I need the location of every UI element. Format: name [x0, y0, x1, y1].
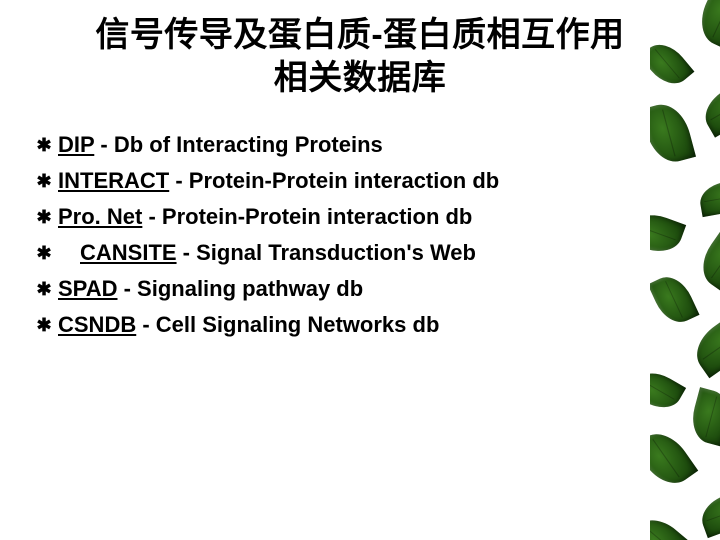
list-item: ✱INTERACT - Protein-Protein interaction … [30, 166, 630, 196]
leaf-icon [650, 207, 686, 259]
db-name: SPAD [58, 276, 118, 301]
bullet-icon: ✱ [30, 310, 58, 340]
bullet-icon: ✱ [30, 274, 58, 304]
bullet-icon: ✱ [30, 166, 58, 196]
title-line-2: 相关数据库 [274, 59, 447, 97]
leaf-icon [696, 489, 720, 538]
bullet-icon: ✱ [30, 202, 58, 232]
leaf-icon [697, 179, 720, 217]
db-desc: - Protein-Protein interaction db [142, 204, 472, 229]
slide-title: 信号传导及蛋白质-蛋白质相互作用 相关数据库 [0, 14, 720, 99]
list-item-text: DIP - Db of Interacting Proteins [58, 130, 630, 160]
list-item-text: INTERACT - Protein-Protein interaction d… [58, 166, 630, 196]
db-name: INTERACT [58, 168, 169, 193]
db-name: Pro. Net [58, 204, 142, 229]
list-item: ✱Pro. Net - Protein-Protein interaction … [30, 202, 630, 232]
leaf-icon [687, 387, 720, 447]
list-item: ✱DIP - Db of Interacting Proteins [30, 130, 630, 160]
list-item: ✱CANSITE - Signal Transduction's Web [30, 238, 630, 268]
list-item: ✱SPAD - Signaling pathway db [30, 274, 630, 304]
db-desc: - Protein-Protein interaction db [169, 168, 499, 193]
list-item-text: SPAD - Signaling pathway db [58, 274, 630, 304]
leaf-icon [687, 313, 720, 378]
db-name: DIP [58, 132, 94, 157]
bullet-icon: ✱ [30, 238, 58, 268]
list-item-text: Pro. Net - Protein-Protein interaction d… [58, 202, 630, 232]
leaf-icon [650, 365, 686, 416]
db-name: CANSITE [80, 240, 177, 265]
leaf-icon [650, 270, 699, 329]
list-item-text: CSNDB - Cell Signaling Networks db [58, 310, 630, 340]
leaf-icon [693, 226, 720, 292]
list-item-text: CANSITE - Signal Transduction's Web [58, 238, 630, 268]
db-desc: - Signal Transduction's Web [177, 240, 476, 265]
bullet-list: ✱DIP - Db of Interacting Proteins✱INTERA… [30, 130, 630, 346]
leaf-icon [650, 510, 692, 540]
list-item: ✱CSNDB - Cell Signaling Networks db [30, 310, 630, 340]
db-desc: - Cell Signaling Networks db [136, 312, 439, 337]
slide: 信号传导及蛋白质-蛋白质相互作用 相关数据库 ✱DIP - Db of Inte… [0, 0, 720, 540]
db-name: CSNDB [58, 312, 136, 337]
db-desc: - Signaling pathway db [118, 276, 364, 301]
bullet-icon: ✱ [30, 130, 58, 160]
db-desc: - Db of Interacting Proteins [94, 132, 382, 157]
leaf-icon [650, 99, 696, 167]
title-line-1: 信号传导及蛋白质-蛋白质相互作用 [95, 16, 624, 54]
leaf-icon [650, 424, 698, 494]
